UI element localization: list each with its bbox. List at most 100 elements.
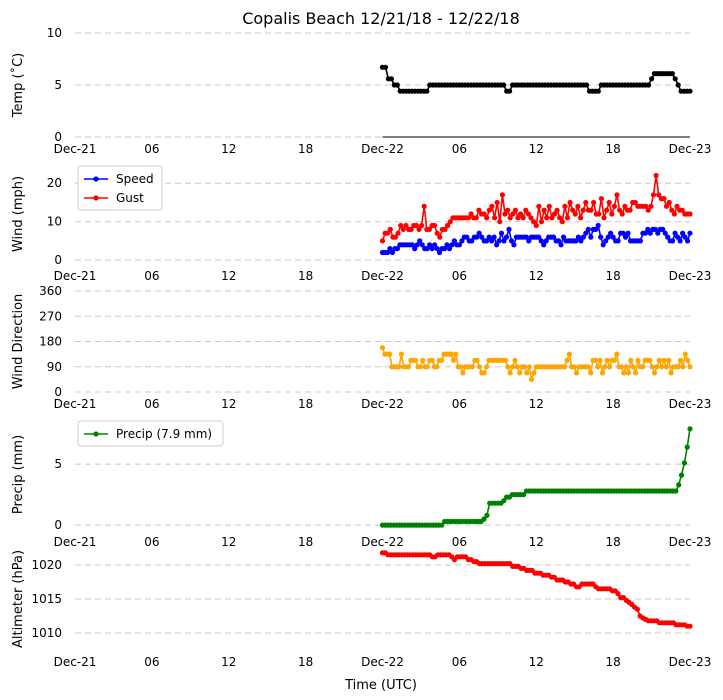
point-wdir-0-79 xyxy=(566,351,573,357)
point-wind-0-78 xyxy=(573,238,579,244)
point-wind-1-71 xyxy=(564,215,571,221)
point-wind-0-29 xyxy=(451,238,457,244)
point-wind-0-123 xyxy=(684,238,691,244)
point-temp-0-41 xyxy=(501,82,507,88)
point-wind-1-67 xyxy=(554,207,560,213)
point-wind-0-83 xyxy=(585,226,591,232)
point-temp-0-1 xyxy=(382,64,389,70)
point-wdir-0-62 xyxy=(526,364,532,370)
point-wdir-0-104 xyxy=(625,370,632,376)
point-wind-1-65 xyxy=(549,215,555,221)
point-wind-0-6 xyxy=(394,246,400,252)
point-precip-0-21 xyxy=(439,522,445,528)
xtick-wind-0: Dec-21 xyxy=(54,269,97,283)
point-wind-0-12 xyxy=(409,242,415,248)
point-wind-1-81 xyxy=(591,199,597,206)
point-wind-0-44 xyxy=(489,238,495,244)
point-wind-0-73 xyxy=(560,234,567,240)
xtick-wdir-5: 06 xyxy=(452,397,467,411)
point-wind-1-111 xyxy=(669,207,675,213)
point-wind-0-51 xyxy=(506,226,512,232)
x-axis-label: Time (UTC) xyxy=(344,678,417,693)
series-line-wdir-0 xyxy=(381,347,691,383)
point-wind-1-93 xyxy=(622,203,628,209)
point-wdir-0-122 xyxy=(668,370,674,376)
point-wind-0-95 xyxy=(615,238,621,244)
point-wind-1-112 xyxy=(671,211,678,217)
point-wind-0-25 xyxy=(441,246,448,252)
legend-label-precip-0: Precip (7.9 mm) xyxy=(116,427,212,441)
point-wdir-0-56 xyxy=(512,357,518,363)
panel-precip: 0 5 Precip (mm) Dec-21 06 12 18 Dec-22 06 12 18 Dec… xyxy=(11,420,711,549)
series-altim-0 xyxy=(379,550,693,629)
point-wind-0-52 xyxy=(508,238,515,244)
xtick-wdir-6: 12 xyxy=(529,397,544,411)
xtick-temp-1: 06 xyxy=(144,142,159,156)
ytick-wdir-4: 360 xyxy=(39,284,62,298)
point-wind-1-110 xyxy=(666,199,672,206)
point-wdir-0-3 xyxy=(387,351,393,357)
xtick-altim-0: Dec-21 xyxy=(54,655,97,669)
point-wdir-0-120 xyxy=(663,364,669,370)
panel-altim: 1010 1015 1020 Altimeter (hPa) Dec-21 06 12 18 D… xyxy=(11,550,711,669)
point-wind-0-114 xyxy=(662,230,668,236)
point-wdir-0-95 xyxy=(604,357,610,363)
point-wind-1-22 xyxy=(437,234,443,240)
point-wind-0-107 xyxy=(645,226,651,232)
point-wind-1-69 xyxy=(559,219,565,225)
point-wind-0-97 xyxy=(620,230,626,236)
point-wdir-0-21 xyxy=(429,357,435,363)
point-wind-0-42 xyxy=(484,238,490,244)
point-wind-1-50 xyxy=(510,211,516,217)
point-wind-0-81 xyxy=(580,234,587,240)
point-temp-0-69 xyxy=(583,82,590,88)
ytick-wind-1: 10 xyxy=(47,215,62,229)
point-wind-0-117 xyxy=(670,238,676,244)
point-wind-0-21 xyxy=(432,242,438,248)
point-wind-1-75 xyxy=(575,203,581,209)
point-wind-1-85 xyxy=(601,215,607,221)
point-wind-0-79 xyxy=(575,234,582,240)
ylabel-wdir: Wind Direction xyxy=(11,294,26,390)
point-wind-1-44 xyxy=(494,199,500,206)
ytick-temp-2: 10 xyxy=(47,26,62,40)
xtick-wind-4: Dec-22 xyxy=(361,269,404,283)
point-wind-1-2 xyxy=(385,230,391,236)
xtick-precip-1: 06 xyxy=(144,535,159,549)
point-wdir-0-38 xyxy=(469,364,475,370)
point-wind-1-101 xyxy=(643,203,649,209)
point-wind-0-92 xyxy=(608,230,614,236)
ylabel-wind: Wind (mph) xyxy=(11,176,26,252)
point-wind-0-88 xyxy=(598,234,604,240)
point-wdir-0-52 xyxy=(502,357,509,363)
point-wdir-0-106 xyxy=(630,364,636,370)
point-wind-1-63 xyxy=(544,215,550,221)
panels: 0 5 10 Temp (˚C) Dec-21 06 12 18 Dec-22 06 12 18 Dec… xyxy=(10,26,711,669)
point-wind-0-111 xyxy=(655,230,661,236)
point-wind-1-97 xyxy=(632,199,638,206)
point-wind-0-69 xyxy=(551,234,557,240)
point-wind-0-4 xyxy=(389,249,395,256)
ylabel-precip: Precip (mm) xyxy=(11,435,26,514)
point-wind-0-34 xyxy=(464,234,470,240)
point-precip-0-109 xyxy=(687,426,693,432)
point-wind-1-90 xyxy=(614,192,620,198)
xtick-wind-6: 12 xyxy=(529,269,544,283)
point-wind-1-42 xyxy=(489,203,495,209)
xtick-altim-4: Dec-22 xyxy=(361,655,404,669)
point-temp-0-73 xyxy=(595,88,601,94)
point-precip-0-36 xyxy=(481,516,487,522)
point-wind-0-89 xyxy=(600,242,606,248)
point-wind-1-14 xyxy=(416,226,422,232)
panel-wdir: 0 90 180 270 360 Wind Direction Dec-21 06 12 18 De… xyxy=(11,284,711,411)
point-wind-0-40 xyxy=(479,234,485,240)
point-wdir-0-114 xyxy=(649,364,655,370)
point-wind-1-21 xyxy=(434,230,440,236)
point-wdir-0-117 xyxy=(656,357,662,363)
point-wdir-0-43 xyxy=(481,370,487,376)
point-wind-0-47 xyxy=(496,238,502,244)
point-wind-1-74 xyxy=(572,211,578,217)
point-wind-0-108 xyxy=(647,230,653,236)
point-wdir-0-94 xyxy=(602,364,608,370)
xtick-precip-3: 18 xyxy=(298,535,313,549)
